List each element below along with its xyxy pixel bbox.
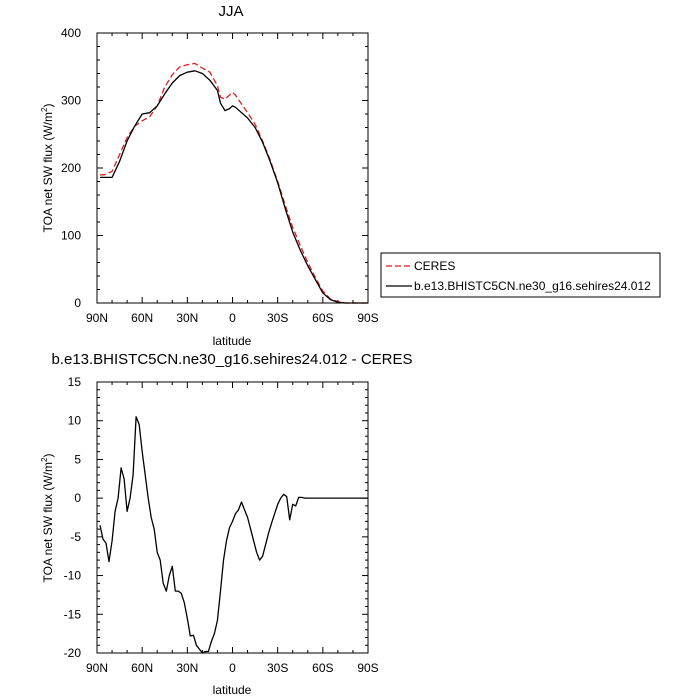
top-chart-frame <box>96 32 369 304</box>
legend-box <box>380 252 661 298</box>
top-y-tick-label: 100 <box>61 229 81 243</box>
top-x-tick-label: 60N <box>131 311 153 325</box>
bottom-y-tick-label: 10 <box>68 414 82 428</box>
bottom-x-tick-label: 30S <box>267 661 288 675</box>
bottom-y-axis: -20 -15 -10 -5 0 5 10 15 <box>64 375 368 660</box>
top-x-tick-label: 60S <box>312 311 333 325</box>
top-chart: JJA 90N 60N 30N 0 30S 60S 90S 0 100 200 300 400 la… <box>40 3 379 348</box>
bottom-y-tick-label: -10 <box>64 569 82 583</box>
top-x-tick-label: 30N <box>176 311 198 325</box>
bottom-y-tick-label: 5 <box>74 452 81 466</box>
bottom-x-axis-title: latitude <box>213 683 252 697</box>
bottom-x-tick-label: 60N <box>131 661 153 675</box>
bottom-x-axis: 90N 60N 30N 0 30S 60S 90S <box>86 382 379 675</box>
top-x-tick-label: 0 <box>229 311 236 325</box>
bottom-x-tick-label: 0 <box>229 661 236 675</box>
top-x-axis: 90N 60N 30N 0 30S 60S 90S <box>86 33 379 325</box>
bottom-y-tick-label: -20 <box>64 646 82 660</box>
bottom-y-axis-title: TOA net SW flux (W/m2) <box>40 454 55 583</box>
legend-label-model: b.e13.BHISTC5CN.ne30_g16.sehires24.012 <box>414 279 651 293</box>
top-y-axis: 0 100 200 300 400 <box>61 26 368 310</box>
bottom-x-tick-label: 90N <box>86 661 108 675</box>
bottom-y-tick-label: 15 <box>68 375 82 389</box>
top-x-tick-label: 90N <box>86 311 108 325</box>
bottom-series-group <box>99 416 368 654</box>
bottom-y-tick-label: -15 <box>64 607 82 621</box>
top-x-tick-label: 90S <box>357 311 378 325</box>
bottom-chart: b.e13.BHISTC5CN.ne30_g16.sehires24.012 -… <box>40 351 413 697</box>
legend-label-ceres: CERES <box>414 259 455 273</box>
bottom-x-tick-label: 60S <box>312 661 333 675</box>
top-chart-title: JJA <box>218 3 243 20</box>
top-y-tick-label: 400 <box>61 26 81 40</box>
bottom-x-tick-label: 90S <box>357 661 378 675</box>
top-x-axis-title: latitude <box>213 334 252 348</box>
top-series-group <box>100 62 368 304</box>
difference-series-line <box>99 416 368 654</box>
top-y-tick-label: 300 <box>61 94 81 108</box>
bottom-chart-title: b.e13.BHISTC5CN.ne30_g16.sehires24.012 -… <box>51 351 412 368</box>
top-y-tick-label: 200 <box>61 161 81 175</box>
top-x-tick-label: 30S <box>267 311 288 325</box>
top-y-tick-label: 0 <box>74 296 81 310</box>
bottom-y-tick-label: 0 <box>74 491 81 505</box>
bottom-x-tick-label: 30N <box>176 661 198 675</box>
top-y-axis-title: TOA net SW flux (W/m2) <box>40 104 55 233</box>
legend: CERES b.e13.BHISTC5CN.ne30_g16.sehires24… <box>380 252 661 298</box>
model-series-line <box>100 70 368 304</box>
bottom-y-tick-label: -5 <box>70 530 81 544</box>
ceres-series-line <box>100 62 368 304</box>
bottom-chart-frame <box>96 381 369 654</box>
